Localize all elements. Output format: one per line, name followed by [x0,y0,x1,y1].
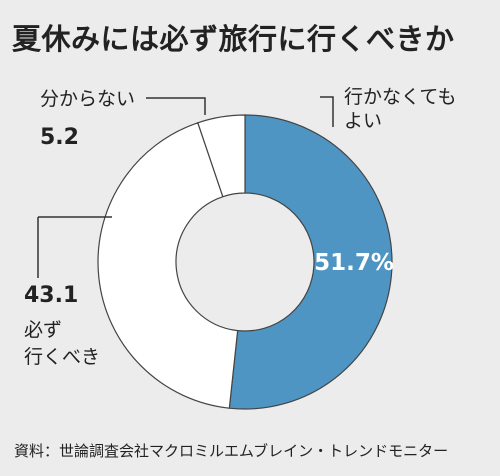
slice-must [97,122,239,409]
label-must-line1: 必ず [24,319,63,341]
label-yoi-line2: よい [344,110,383,132]
label-unknown-value: 5.2 [40,125,79,150]
label-yoi-line1: 行かなくても [344,86,457,108]
slice-label-yoi-value: 51.7% [314,250,394,276]
leader-line-yoi [320,96,334,127]
chart-title: 夏休みには必ず旅行に行くべきか [12,22,455,56]
donut-slices [97,114,393,410]
label-unknown-text: 分からない [40,88,136,110]
slice-yoi [228,114,393,410]
source-note: 資料：世論調査会社マクロミルエムブレイン・トレンドモニター [14,442,449,460]
slice-unknown [197,114,246,198]
leader-line-unknown [146,97,206,115]
label-must-value: 43.1 [24,283,79,308]
label-must-line2: 行くべき [24,346,101,368]
